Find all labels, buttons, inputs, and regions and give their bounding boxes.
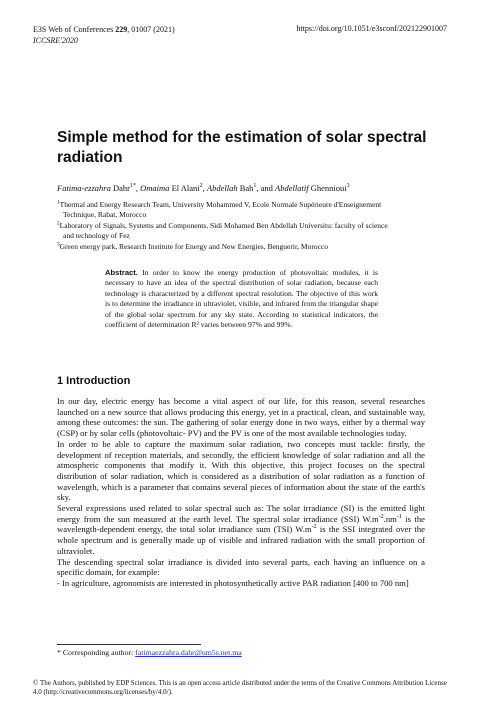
text-segment: Bah <box>237 183 254 193</box>
text-segment: Abdellatif <box>275 183 309 193</box>
paragraph: In our day, electric energy has become a… <box>57 396 425 439</box>
text-segment: 2 <box>57 220 60 227</box>
text-segment: 3 <box>57 241 60 248</box>
paragraph: The descending spectral solar irradiance… <box>57 557 425 578</box>
text-segment: - In agriculture, agronomists are intere… <box>57 577 409 588</box>
title: Simple method for the estimation of sola… <box>57 129 427 166</box>
text-segment: 1* <box>129 183 136 190</box>
text-segment: 3 <box>346 183 350 190</box>
affiliation: 3Green energy park, Research Institute f… <box>57 242 397 252</box>
text-segment: , <box>202 183 207 193</box>
text-segment: -1 <box>396 513 402 520</box>
conference: ICCSRE'2020 <box>33 36 78 45</box>
text-segment: Dahr <box>110 183 130 193</box>
text-segment: In our day, electric energy has become a… <box>57 396 425 439</box>
text-segment: .nm <box>383 513 397 524</box>
footnote-rule <box>57 644 201 645</box>
text-segment: Laboratory of Signals, Systems and Compo… <box>59 221 388 240</box>
text-segment: Several expressions used related to sola… <box>57 503 425 524</box>
affiliations: 1Thermal and Energy Research Team, Unive… <box>57 200 397 253</box>
text-segment: , and <box>256 183 276 193</box>
text-segment: 1 <box>57 199 60 206</box>
paragraph: Several expressions used related to sola… <box>57 503 425 557</box>
abstract: Abstract. In order to know the energy pr… <box>105 268 378 330</box>
text-segment: 229 <box>115 25 128 34</box>
text-segment: , 01007 (2021) <box>127 25 175 34</box>
text-segment: is the wavelength-dependent energy, the … <box>57 513 425 535</box>
text-segment: Green energy park, Research Institute fo… <box>59 242 328 251</box>
email-link[interactable]: fatimaezzahra.dahr@um5s.net.ma <box>135 648 242 657</box>
affiliation: 2Laboratory of Signals, Systems and Comp… <box>57 221 397 241</box>
authors: Fatima-ezzahra Dahr1*, Omaima El Alani2,… <box>57 183 350 193</box>
text-segment: Abdellah <box>206 183 238 193</box>
text-segment: Thermal and Energy Research Team, Univer… <box>59 200 382 219</box>
text-segment: Ghennioui <box>308 183 347 193</box>
paragraph: - In agriculture, agronomists are intere… <box>57 578 425 589</box>
header-left: E3S Web of Conferences 229, 01007 (2021)… <box>33 24 175 46</box>
text-segment: El Alani <box>169 183 200 193</box>
text-segment: , <box>135 183 141 193</box>
journal: E3S Web of Conferences 229, 01007 (2021) <box>33 24 175 35</box>
paragraph: In order to be able to capture the maxim… <box>57 439 425 503</box>
text-segment: 2 <box>199 183 203 190</box>
text-segment: 1 <box>253 183 257 190</box>
text-segment: -2 <box>378 513 384 520</box>
text-segment: Omaima <box>140 183 170 193</box>
text-segment: In order to be able to capture the maxim… <box>57 438 425 503</box>
abstract-text: In order to know the energy production o… <box>105 268 378 330</box>
text-segment: E3S Web of Conferences <box>33 25 116 34</box>
text-segment: is the SSI integrated over the whole spe… <box>57 524 425 556</box>
section-heading: 1 Introduction <box>57 375 131 387</box>
doi: https://doi.org/10.1051/e3sconf/20212290… <box>296 24 447 33</box>
footnote-label: * Corresponding author: <box>57 648 136 657</box>
license-footer: © The Authors, published by EDP Sciences… <box>33 679 447 696</box>
text-segment: -2 <box>311 524 317 531</box>
body-text: In our day, electric energy has become a… <box>57 396 425 589</box>
footnote: * Corresponding author: fatimaezzahra.da… <box>57 648 242 657</box>
text-segment: Fatima-ezzahra <box>57 183 111 193</box>
text-segment: The descending spectral solar irradiance… <box>57 556 425 578</box>
affiliation: 1Thermal and Energy Research Team, Unive… <box>57 200 397 220</box>
abstract-label: Abstract. <box>105 268 138 277</box>
